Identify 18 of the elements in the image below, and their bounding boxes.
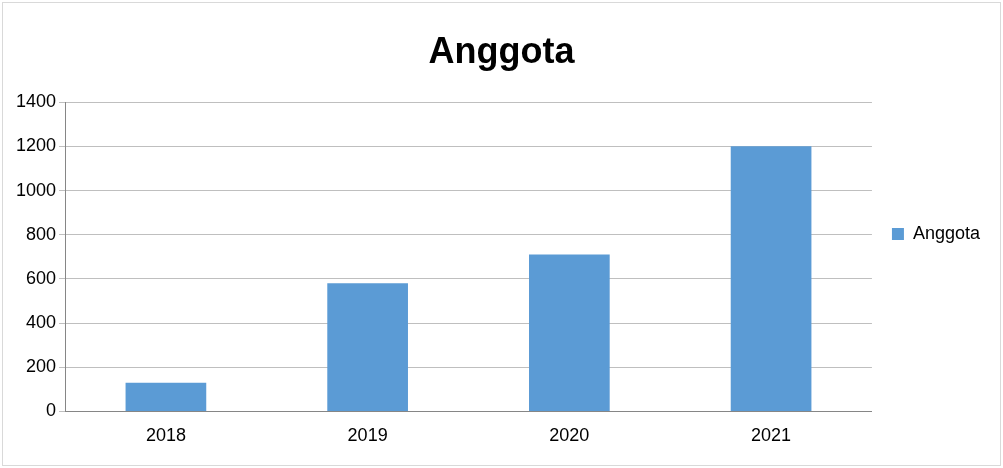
- y-tick-label: 1400: [16, 91, 57, 112]
- bar: [327, 283, 408, 411]
- y-tick-label: 800: [26, 223, 57, 244]
- x-tick-label: 2018: [145, 425, 186, 446]
- y-tick-label: 0: [46, 400, 57, 421]
- y-tick-label: 400: [26, 312, 57, 333]
- chart-title: Anggota: [428, 29, 576, 71]
- x-tick-label: 2019: [347, 425, 388, 446]
- y-tick-label: 1000: [16, 179, 57, 200]
- x-tick-label: 2021: [751, 425, 792, 446]
- bar: [730, 146, 812, 411]
- legend-label: Anggota: [912, 222, 981, 243]
- y-tick-label: 200: [26, 356, 57, 377]
- y-tick-label: 1200: [16, 135, 57, 156]
- bar: [125, 382, 207, 411]
- bar: [529, 254, 610, 411]
- y-tick-label: 600: [26, 267, 57, 288]
- x-tick-label: 2020: [549, 425, 590, 446]
